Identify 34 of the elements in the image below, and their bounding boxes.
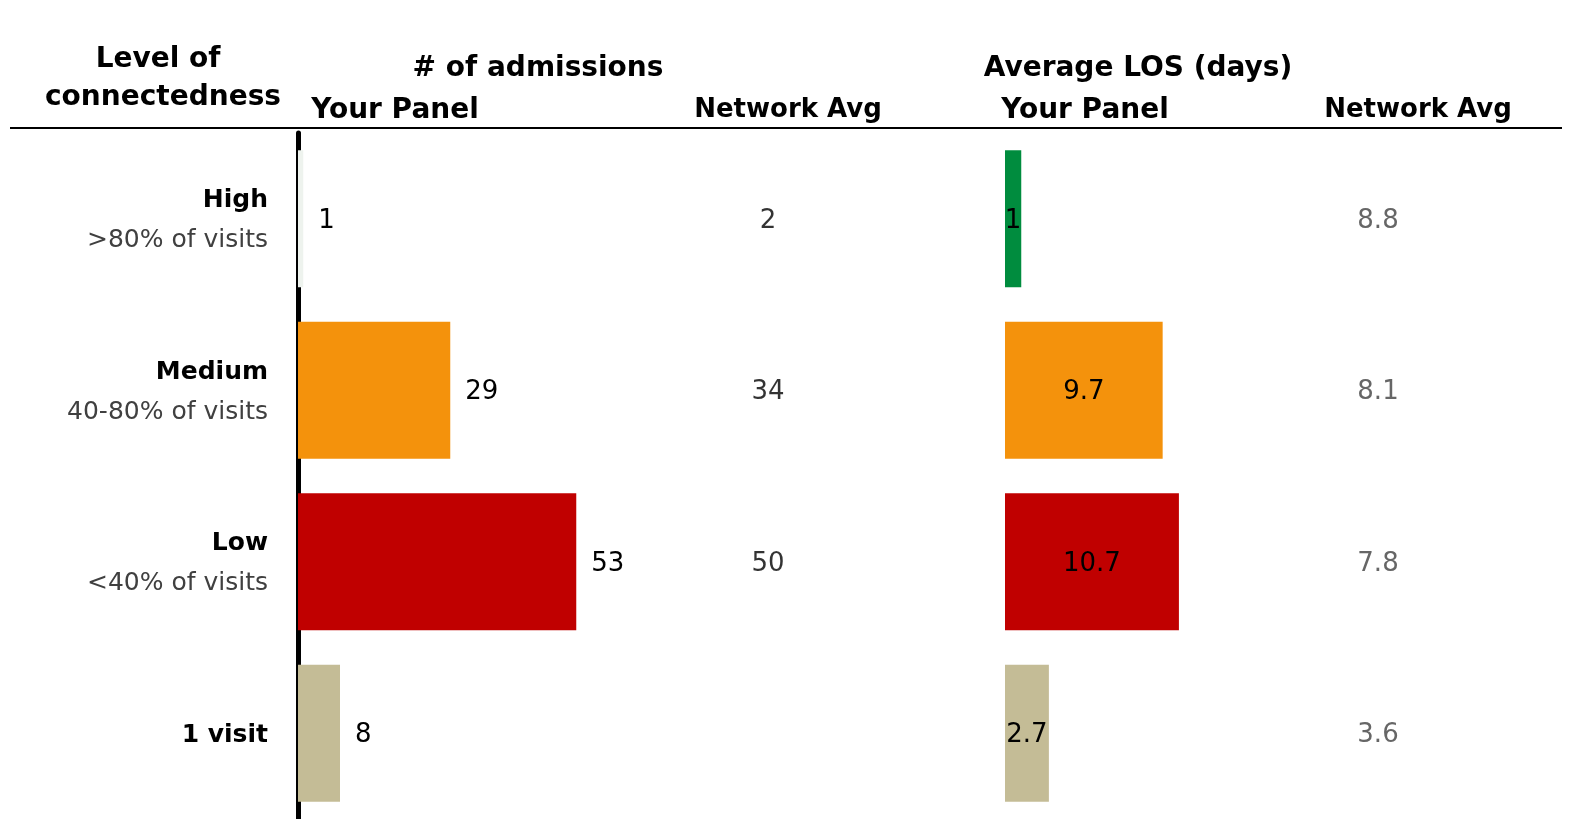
bar [298,664,340,802]
series-label: Your Panel [1000,91,1169,125]
data-label: 8.1 [1357,375,1399,406]
chart-title: # of admissions [412,49,664,83]
data-label: 53 [591,546,625,577]
bar [1005,664,1049,802]
data-label: 2.7 [1006,718,1048,749]
y-tick-label: High >80% of visits [86,184,268,254]
data-label: 9.7 [1063,375,1105,406]
bar [298,150,304,288]
text: Network Avg [694,93,882,123]
text: Network Avg [1324,93,1512,123]
bar [1005,321,1163,459]
data-label: 7.8 [1357,546,1399,577]
data-label: 8 [355,718,372,749]
data-label: 2 [759,203,777,234]
data-label: 3.6 [1357,718,1399,749]
data-label: 29 [465,375,499,406]
y-axis-title: Level of connectedness [45,40,281,112]
bar [1005,493,1179,631]
series-label: Your Panel [310,91,479,125]
y-tick-label: Medium 40-80% of visits [67,355,268,425]
data-label: 1 [1004,203,1022,234]
bar [298,493,577,631]
y-tick-label: 1 visit [181,718,269,748]
data-label: 8.8 [1357,203,1399,234]
data-label: 34 [751,375,785,406]
data-label: 50 [751,546,785,577]
y-tick-label: Low <40% of visits [86,527,268,597]
bar [1005,150,1022,288]
bar [298,321,451,459]
chart-title: Average LOS (days) [983,49,1293,83]
data-label: 1 [318,203,335,234]
data-label: 10.7 [1063,546,1121,577]
